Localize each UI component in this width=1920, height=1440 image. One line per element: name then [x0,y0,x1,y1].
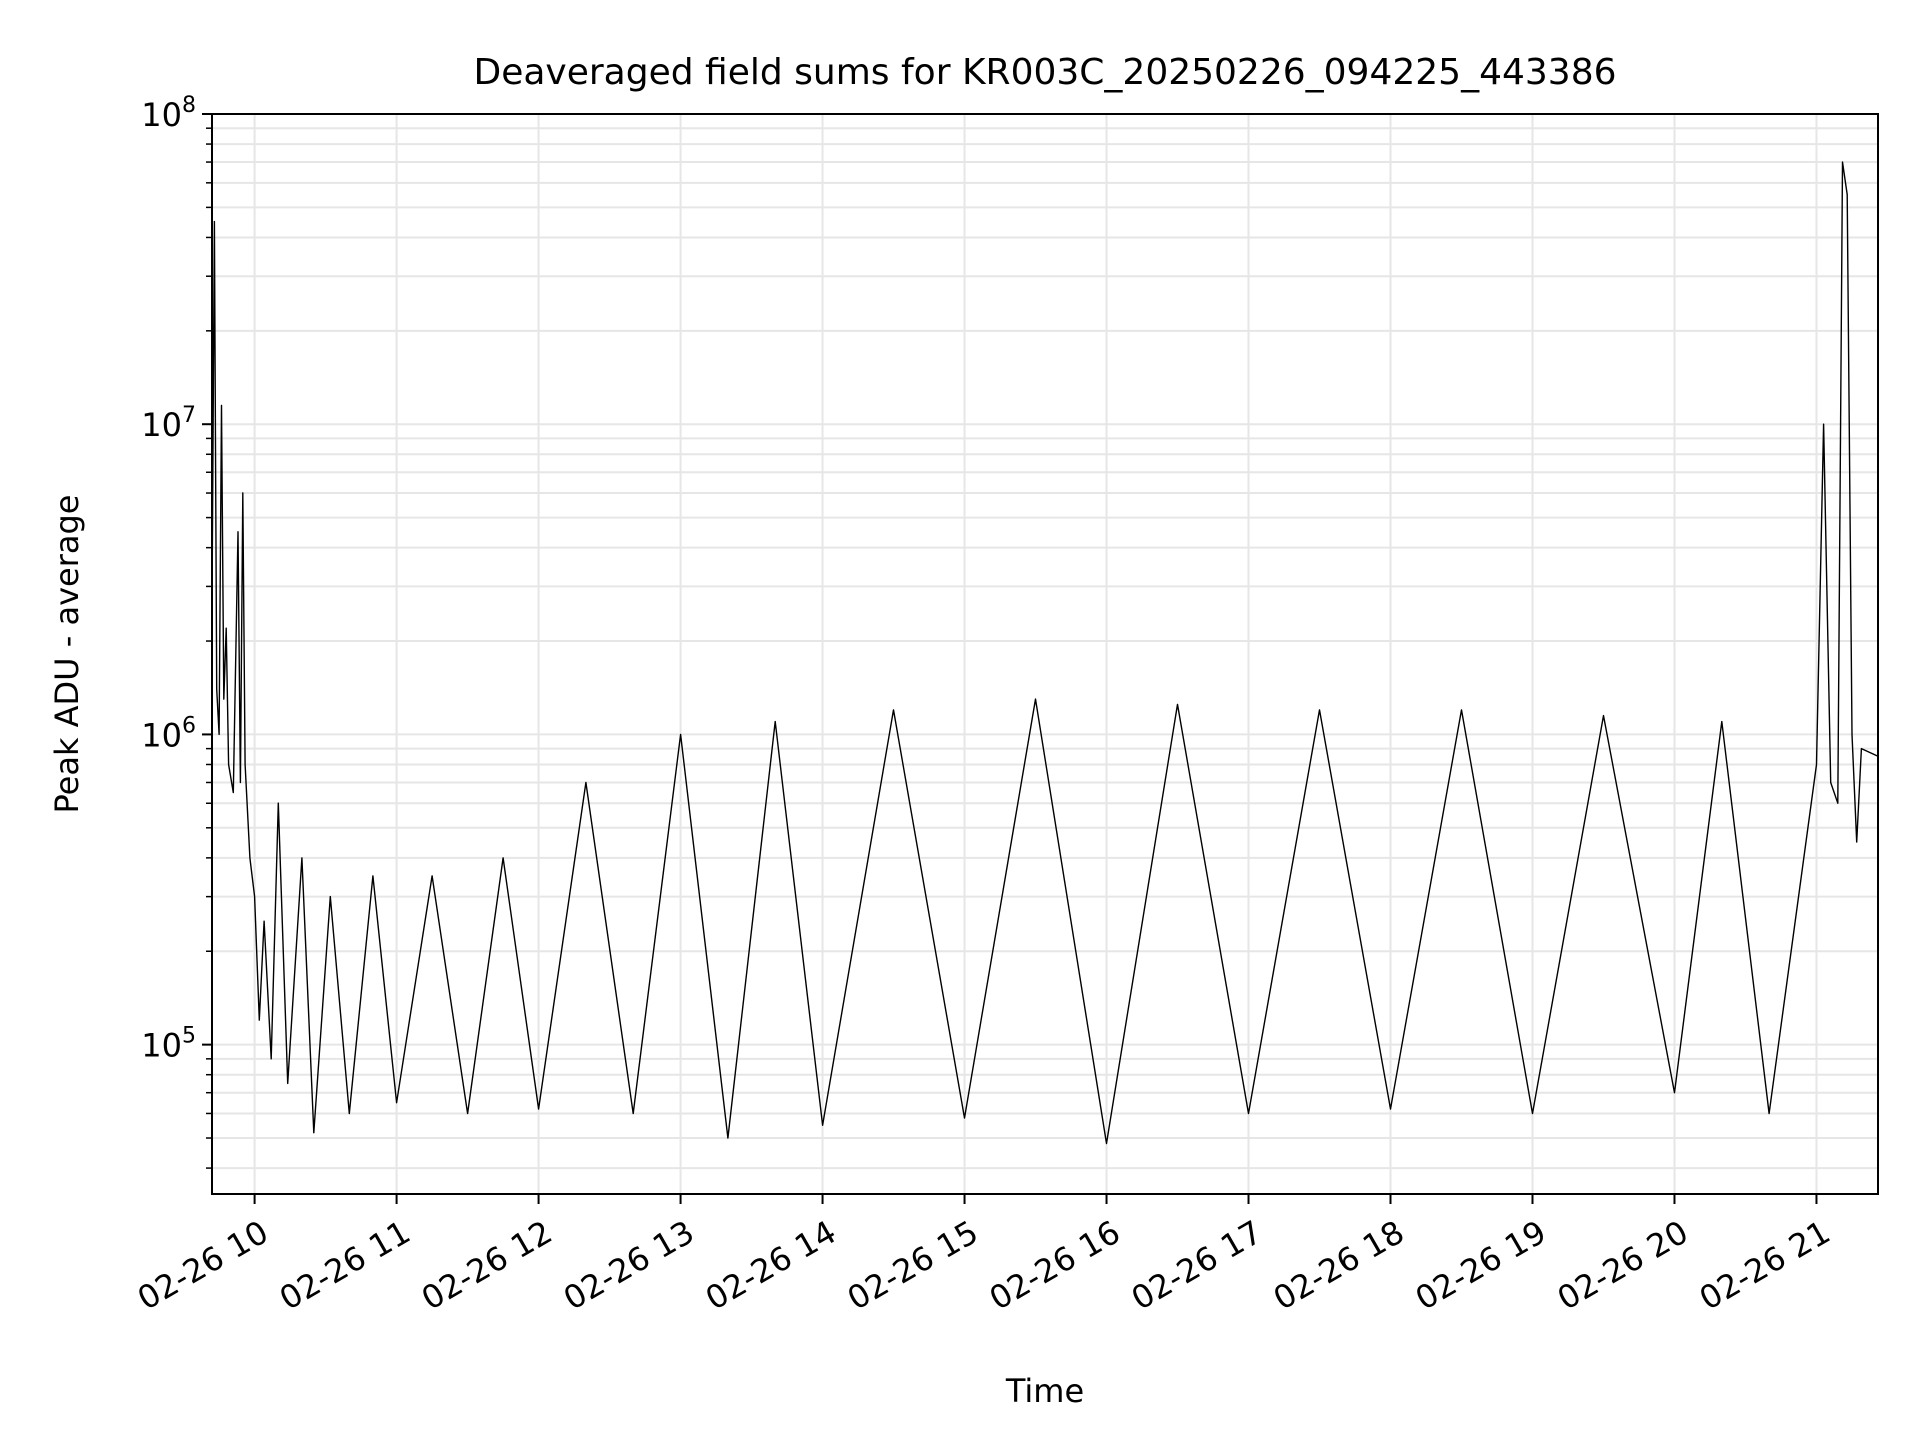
data-point [467,1113,469,1114]
data-point [1768,1113,1770,1114]
data-point [237,531,239,533]
data-point [1035,698,1036,700]
data-point [893,709,894,711]
data-point [538,1108,540,1110]
data-point [239,782,241,783]
data-point [680,733,682,735]
data-point [502,857,504,859]
data-point [1177,703,1178,705]
data-point [221,404,222,406]
data-point [632,1113,634,1114]
data-point [329,896,331,898]
data-point [1106,1143,1107,1144]
data-point [964,1117,965,1119]
plot-frame [211,113,1879,1195]
data-point [1860,748,1862,750]
data-point [254,896,256,898]
data-point [228,764,230,765]
data-point [216,688,218,690]
y-axis-label: Peak ADU - average [48,495,86,814]
data-point [1837,802,1839,804]
chart-title: Deaveraged field sums for KR003C_2025022… [474,52,1617,93]
y-tick-label: 108 [141,93,196,134]
data-point [1856,841,1858,843]
data-point [213,221,215,223]
grid [212,113,1878,1194]
data-point [1823,423,1825,425]
data-point [263,920,265,922]
data-point [223,698,225,700]
data-point [1603,715,1604,717]
data-point [301,857,303,859]
data-point [1390,1108,1391,1110]
data-point [1248,1113,1249,1114]
data-point [218,733,220,735]
data-point [348,1113,350,1114]
data-point [287,1082,289,1084]
data-point [585,782,587,783]
data-point [1842,161,1843,163]
series-line [212,161,1878,1145]
y-tick-label: 107 [141,403,196,444]
data-point [1319,709,1320,711]
data-point [1461,709,1462,711]
data-point [1830,782,1832,783]
data-point [1846,194,1848,195]
y-axis: 105 106 107 108 [141,93,212,1169]
y-tick-label: 105 [141,1024,196,1065]
data-point [1851,733,1853,735]
data-point [431,875,433,877]
data-point [244,764,246,765]
data-point [727,1137,729,1139]
data-point [258,1019,260,1021]
data-point [270,1058,272,1060]
x-axis-label: Time [1005,1372,1084,1410]
data-point [1532,1113,1533,1114]
data-point [277,802,279,804]
data-point [1721,721,1723,723]
data-point [1816,764,1817,765]
y-tick-label: 106 [141,713,196,754]
data-point [232,792,234,793]
data-point [1674,1092,1675,1094]
data-point [396,1102,398,1104]
data-point [774,721,776,723]
data-point [313,1132,315,1134]
data-point [372,875,374,877]
data-point [242,492,244,494]
data-point [822,1124,824,1126]
data-point [225,627,227,629]
data-point [249,857,251,859]
